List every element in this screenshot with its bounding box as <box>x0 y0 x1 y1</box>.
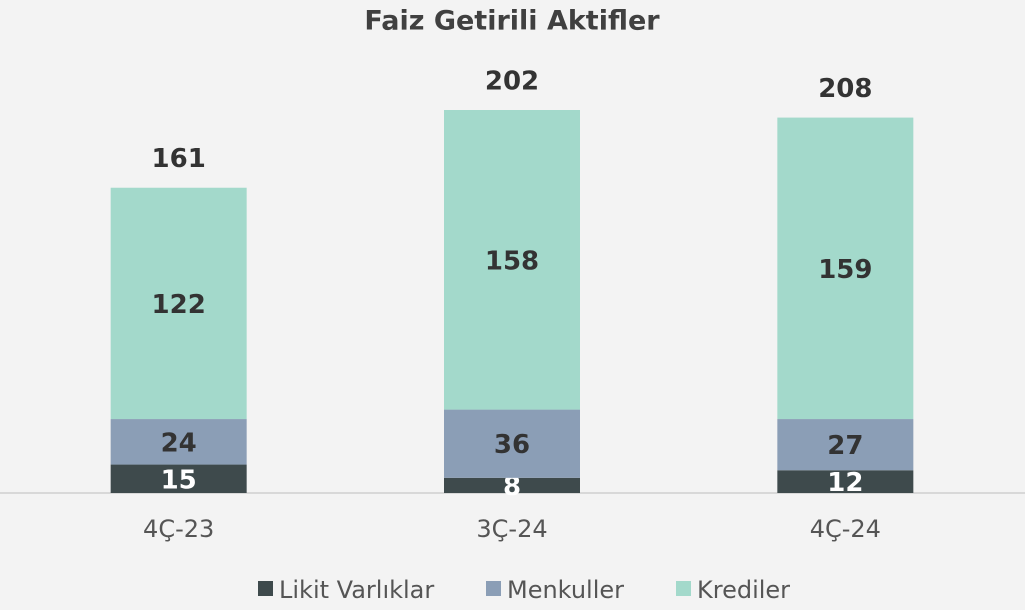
x-tick-label: 4Ç-24 <box>810 515 881 543</box>
data-label: 15 <box>161 465 197 495</box>
total-label: 208 <box>818 74 872 104</box>
bar-segment <box>444 110 580 410</box>
bar-segment <box>110 464 247 493</box>
legend-swatch <box>486 581 501 596</box>
bar-segment <box>777 470 914 493</box>
total-label: 161 <box>152 144 206 174</box>
bar-segment <box>777 419 914 471</box>
data-label: 8 <box>503 472 521 502</box>
legend-label: Krediler <box>697 576 790 604</box>
x-tick-label: 3Ç-24 <box>476 515 547 543</box>
data-label: 159 <box>818 255 872 285</box>
x-tick-label: 4Ç-23 <box>143 515 214 543</box>
data-label: 12 <box>827 468 863 498</box>
legend-swatch <box>676 581 691 596</box>
data-label: 36 <box>494 430 530 460</box>
data-label: 158 <box>485 246 539 276</box>
data-label: 122 <box>152 290 206 320</box>
bar-segment <box>444 477 580 493</box>
bar-segment <box>110 187 247 420</box>
legend-label: Likit Varlıklar <box>279 576 434 604</box>
data-label: 27 <box>827 431 863 461</box>
bar-segment <box>444 409 580 478</box>
legend-label: Menkuller <box>507 576 624 604</box>
bar-segment <box>777 117 914 420</box>
chart-title: Faiz Getirili Aktifler <box>364 6 660 37</box>
data-label: 24 <box>161 428 197 458</box>
legend-swatch <box>258 581 273 596</box>
bar-segment <box>110 419 247 465</box>
total-label: 202 <box>485 67 539 97</box>
